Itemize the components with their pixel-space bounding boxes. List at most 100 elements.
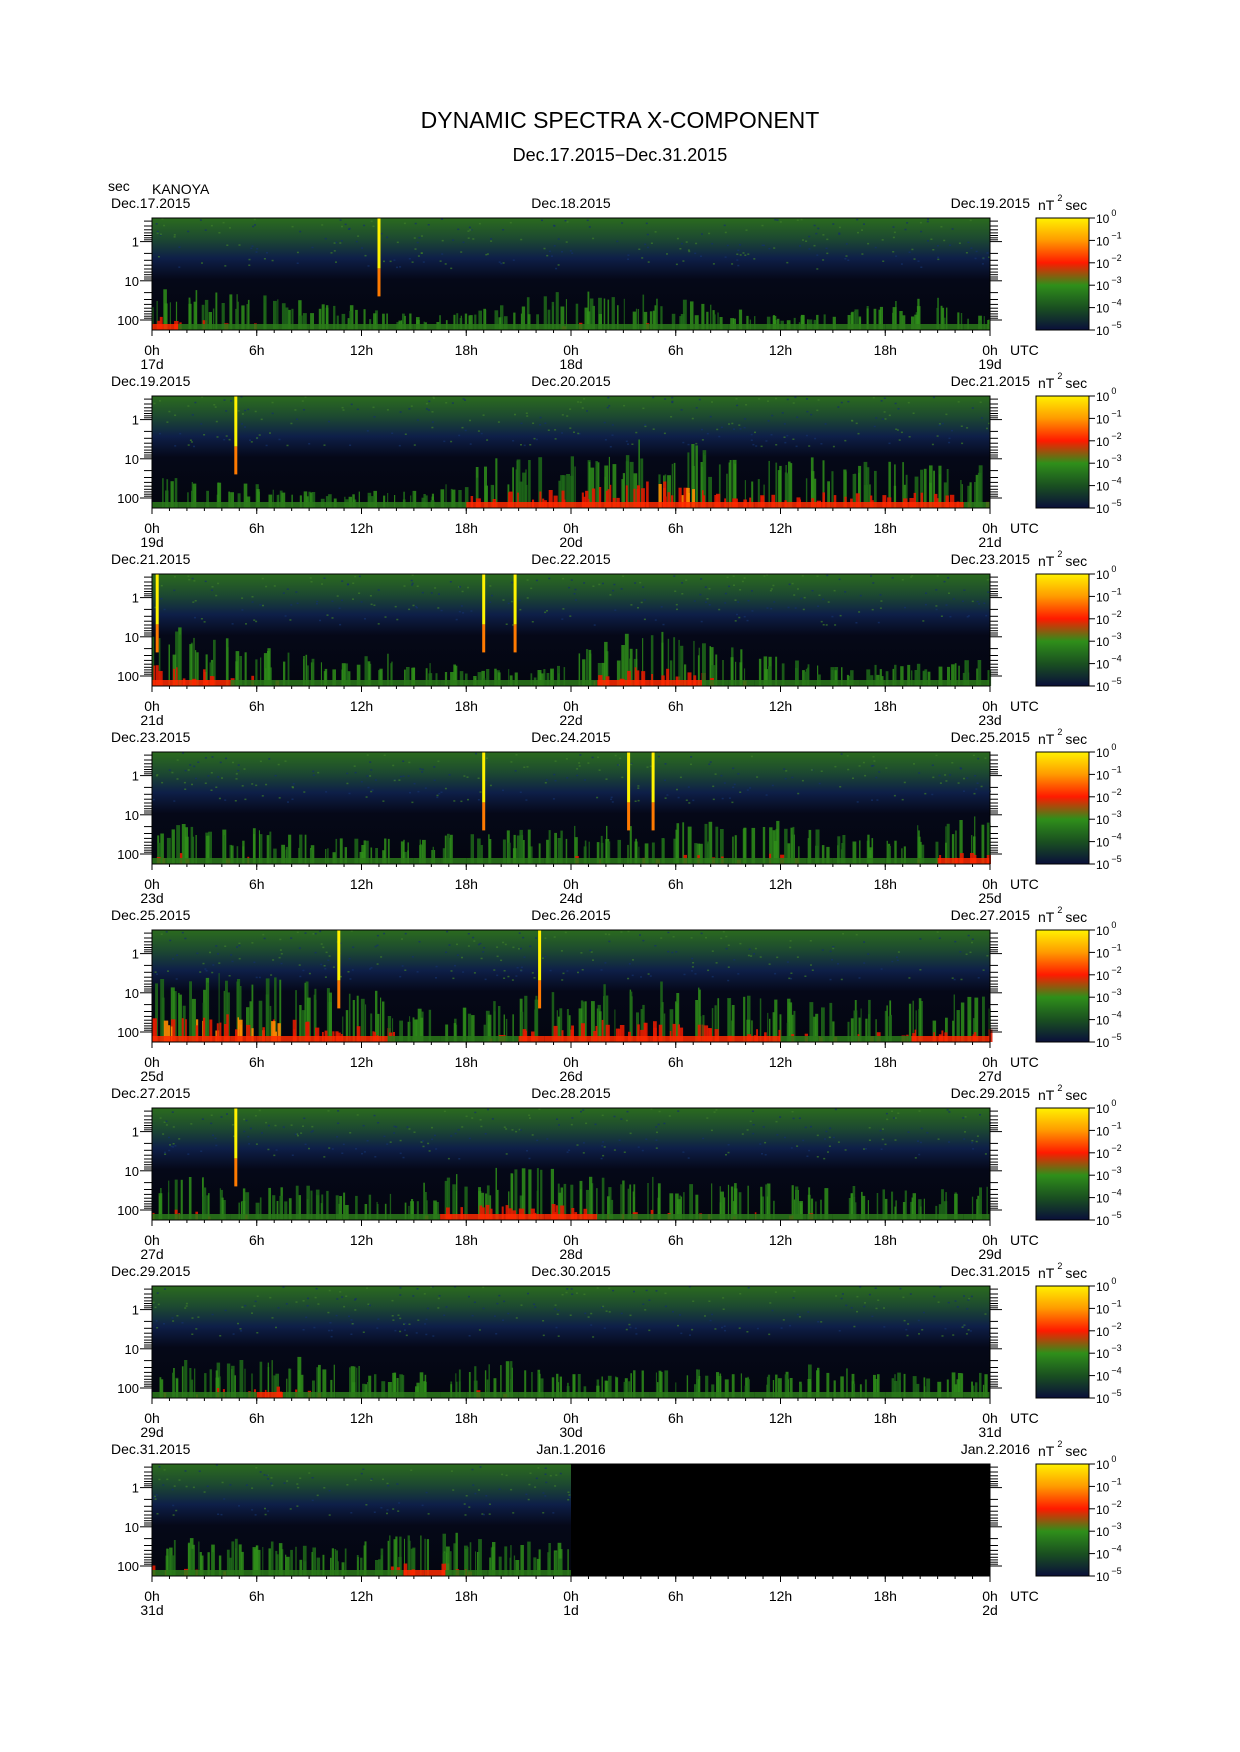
activity-mark xyxy=(669,1193,674,1220)
activity-mark xyxy=(273,1375,277,1398)
activity-mark xyxy=(554,832,557,864)
speckle-mark xyxy=(503,1300,506,1303)
speckle-mark xyxy=(425,408,428,410)
speckle-mark xyxy=(386,1143,389,1145)
activity-mark xyxy=(192,836,195,864)
activity-mark xyxy=(276,1201,279,1220)
speckle-mark xyxy=(650,242,653,244)
speckle-mark xyxy=(790,972,793,974)
speckle-mark xyxy=(312,933,315,935)
speckle-mark xyxy=(553,225,556,227)
speckle-mark xyxy=(856,1310,858,1313)
y-tick-label: 100 xyxy=(117,1203,139,1218)
speckle-mark xyxy=(319,930,322,933)
activity-baseline xyxy=(754,1214,781,1220)
activity-mark xyxy=(730,1186,734,1220)
colorbar-tick-label: 10 −4 xyxy=(1096,832,1122,850)
speckle-mark xyxy=(380,232,383,235)
speckle-mark xyxy=(163,224,166,227)
speckle-mark xyxy=(490,240,493,242)
activity-mark xyxy=(638,846,640,864)
activity-baseline xyxy=(806,1392,833,1398)
speckle-mark xyxy=(804,1126,807,1129)
speckle-mark xyxy=(239,1328,242,1330)
colorbar-unit-label: nT 2 sec xyxy=(1038,1439,1087,1459)
speckle-mark xyxy=(922,1311,925,1314)
speckle-mark xyxy=(436,796,439,799)
colorbar-unit-label: nT 2 sec xyxy=(1038,905,1087,925)
speckle-mark xyxy=(842,933,845,935)
speckle-mark xyxy=(966,777,969,779)
activity-baseline xyxy=(597,680,624,686)
colorbar-tick-label: 10 −2 xyxy=(1096,1321,1122,1339)
speckle-mark xyxy=(728,797,731,799)
speckle-mark xyxy=(195,777,197,780)
speckle-mark xyxy=(441,239,444,242)
activity-mark xyxy=(285,307,289,330)
activity-mark xyxy=(288,1198,292,1220)
speckle-mark xyxy=(709,415,712,418)
speckle-mark xyxy=(722,1308,725,1310)
speckle-mark xyxy=(938,937,941,939)
activity-mark xyxy=(190,1379,194,1398)
speckle-mark xyxy=(211,1313,214,1316)
speckle-mark xyxy=(627,443,629,445)
speckle-mark xyxy=(520,444,522,446)
speckle-mark xyxy=(988,422,991,425)
speckle-mark xyxy=(329,1322,332,1324)
activity-mark xyxy=(641,1370,644,1398)
activity-mark xyxy=(720,829,724,864)
activity-mark-intense xyxy=(615,1028,619,1042)
activity-mark xyxy=(453,664,456,686)
activity-mark xyxy=(945,1192,947,1220)
activity-baseline xyxy=(282,1214,310,1220)
speckle-mark xyxy=(561,979,564,981)
speckle-mark xyxy=(657,755,660,758)
speckle-mark xyxy=(683,973,686,976)
x-tick-label: 0h xyxy=(563,1410,579,1426)
activity-baseline xyxy=(675,324,702,330)
speckle-mark xyxy=(391,1299,394,1302)
speckle-mark xyxy=(875,417,878,419)
speckle-mark xyxy=(163,608,166,611)
speckle-mark xyxy=(756,776,759,778)
speckle-mark xyxy=(350,403,353,406)
speckle-mark xyxy=(875,1307,878,1310)
speckle-mark xyxy=(320,943,323,945)
activity-mark xyxy=(536,1190,539,1220)
speckle-mark xyxy=(461,1126,464,1128)
activity-baseline xyxy=(152,1392,179,1398)
activity-mark xyxy=(304,982,307,1042)
activity-mark xyxy=(215,1370,218,1398)
activity-mark xyxy=(762,827,766,864)
activity-mark xyxy=(416,1201,419,1220)
speckle-mark xyxy=(731,801,734,804)
activity-baseline xyxy=(675,1392,702,1398)
event-line xyxy=(337,930,341,981)
activity-mark xyxy=(170,987,175,1042)
speckle-mark xyxy=(920,1127,923,1130)
speckle-mark xyxy=(302,1125,304,1127)
day-label: 18d xyxy=(559,356,582,372)
speckle-mark xyxy=(654,945,657,947)
activity-mark xyxy=(242,1188,246,1220)
speckle-mark xyxy=(871,608,874,611)
speckle-mark xyxy=(980,417,983,419)
speckle-mark xyxy=(824,423,827,425)
activity-mark xyxy=(734,1183,737,1220)
speckle-mark xyxy=(398,779,401,781)
panel-end-date: Jan.2.2016 xyxy=(961,1441,1030,1457)
speckle-mark xyxy=(829,1127,832,1130)
event-line xyxy=(538,930,542,981)
speckle-mark xyxy=(533,977,536,979)
speckle-mark xyxy=(578,433,581,435)
activity-mark xyxy=(709,646,711,686)
activity-mark xyxy=(382,313,385,330)
activity-mark xyxy=(467,1013,472,1042)
speckle-mark xyxy=(187,405,190,407)
colorbar-unit-label: nT 2 sec xyxy=(1038,371,1087,391)
speckle-mark xyxy=(554,438,557,440)
activity-mark xyxy=(565,299,567,330)
activity-mark xyxy=(850,670,854,686)
speckle-mark xyxy=(894,1139,897,1141)
